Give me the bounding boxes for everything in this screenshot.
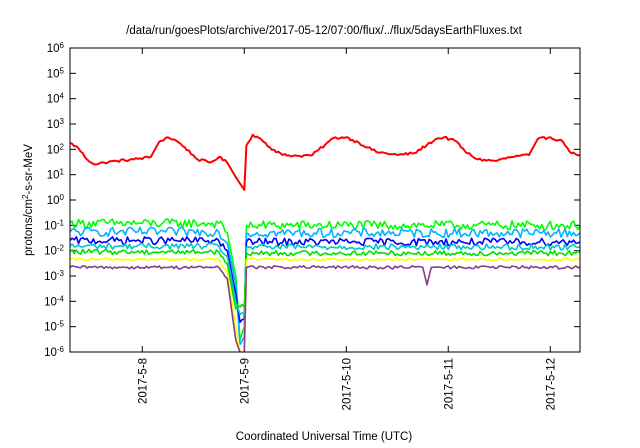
x-tick-label: 2017-5-12	[545, 358, 557, 410]
y-tick-label-exponent: 0	[60, 193, 65, 202]
y-tick-label-base: 10	[47, 119, 60, 131]
series-line-2	[70, 226, 580, 346]
series-line-3	[70, 236, 580, 323]
series-line-0	[70, 133, 580, 191]
y-tick-label-base: 10	[44, 246, 57, 258]
y-tick-label-exponent: 6	[60, 41, 65, 50]
x-tick-label: 2017-5-8	[137, 358, 149, 404]
series-line-7	[70, 265, 580, 352]
y-tick-label-base: 10	[44, 271, 57, 283]
y-tick-label: 100	[47, 193, 65, 208]
y-tick-label: 104	[47, 91, 65, 106]
y-tick-label-base: 10	[44, 296, 57, 308]
y-tick-label: 103	[47, 117, 65, 132]
y-tick-label-exponent: -4	[57, 294, 65, 303]
y-axis-label: protons/cm2-s-sr-MeV	[21, 144, 36, 256]
x-axis-ticks: 2017-5-8 2017-5-9 2017-5-10 2017-5-11 2017-5…	[137, 48, 557, 410]
x-axis-label: Coordinated Universal Time (UTC)	[236, 431, 413, 443]
series-line-5	[70, 248, 580, 310]
y-tick-label: 10-1	[44, 218, 64, 233]
y-tick-label-base: 10	[44, 220, 57, 232]
y-tick-label: 102	[47, 142, 65, 157]
series-group	[70, 133, 580, 352]
y-tick-label-exponent: -2	[57, 243, 65, 252]
series-line-4	[70, 242, 580, 316]
y-tick-label-base: 10	[47, 68, 60, 80]
y-tick-label: 10-4	[44, 294, 64, 309]
x-tick-label: 2017-5-10	[341, 358, 353, 410]
y-tick-label-exponent: -1	[57, 218, 65, 227]
y-tick-label: 106	[47, 41, 65, 56]
y-tick-label-base: 10	[47, 195, 60, 207]
x-tick-label: 2017-5-9	[239, 358, 251, 404]
y-tick-label-exponent: -6	[57, 345, 65, 354]
y-tick-label-exponent: 5	[60, 66, 65, 75]
y-tick-label: 10-2	[44, 243, 64, 258]
y-tick-label-base: 10	[44, 347, 57, 359]
y-axis-label-prefix: protons/cm	[23, 199, 35, 256]
y-axis-label-suffix: -s-sr-MeV	[23, 144, 35, 195]
y-tick-label-exponent: 4	[60, 91, 65, 100]
y-tick-label-exponent: -3	[57, 269, 65, 278]
y-tick-label-exponent: 3	[60, 117, 65, 126]
y-axis-label-exponent: 2	[21, 194, 30, 199]
y-tick-label-base: 10	[44, 322, 57, 334]
y-tick-label: 10-3	[44, 269, 64, 284]
y-tick-label-base: 10	[47, 144, 60, 156]
y-tick-label: 10-5	[44, 319, 64, 334]
plot-area	[70, 133, 580, 352]
y-tick-label-base: 10	[47, 170, 60, 182]
series-line-1	[70, 218, 580, 341]
y-tick-label-exponent: -5	[57, 319, 65, 328]
y-tick-label-base: 10	[47, 43, 60, 55]
x-tick-label: 2017-5-11	[443, 358, 455, 410]
y-tick-label: 10-6	[44, 345, 64, 360]
chart-title: /data/run/goesPlots/archive/2017-05-12/0…	[126, 25, 522, 37]
y-tick-label: 105	[47, 66, 65, 81]
y-axis-ticks: 10-610-510-410-310-210-11001011021031041…	[44, 41, 580, 360]
y-tick-label-exponent: 1	[60, 167, 65, 176]
y-tick-label-exponent: 2	[60, 142, 65, 151]
plot-frame	[69, 47, 581, 353]
y-tick-label: 101	[47, 167, 65, 182]
y-tick-label-base: 10	[47, 94, 60, 106]
series-line-6	[70, 257, 580, 352]
